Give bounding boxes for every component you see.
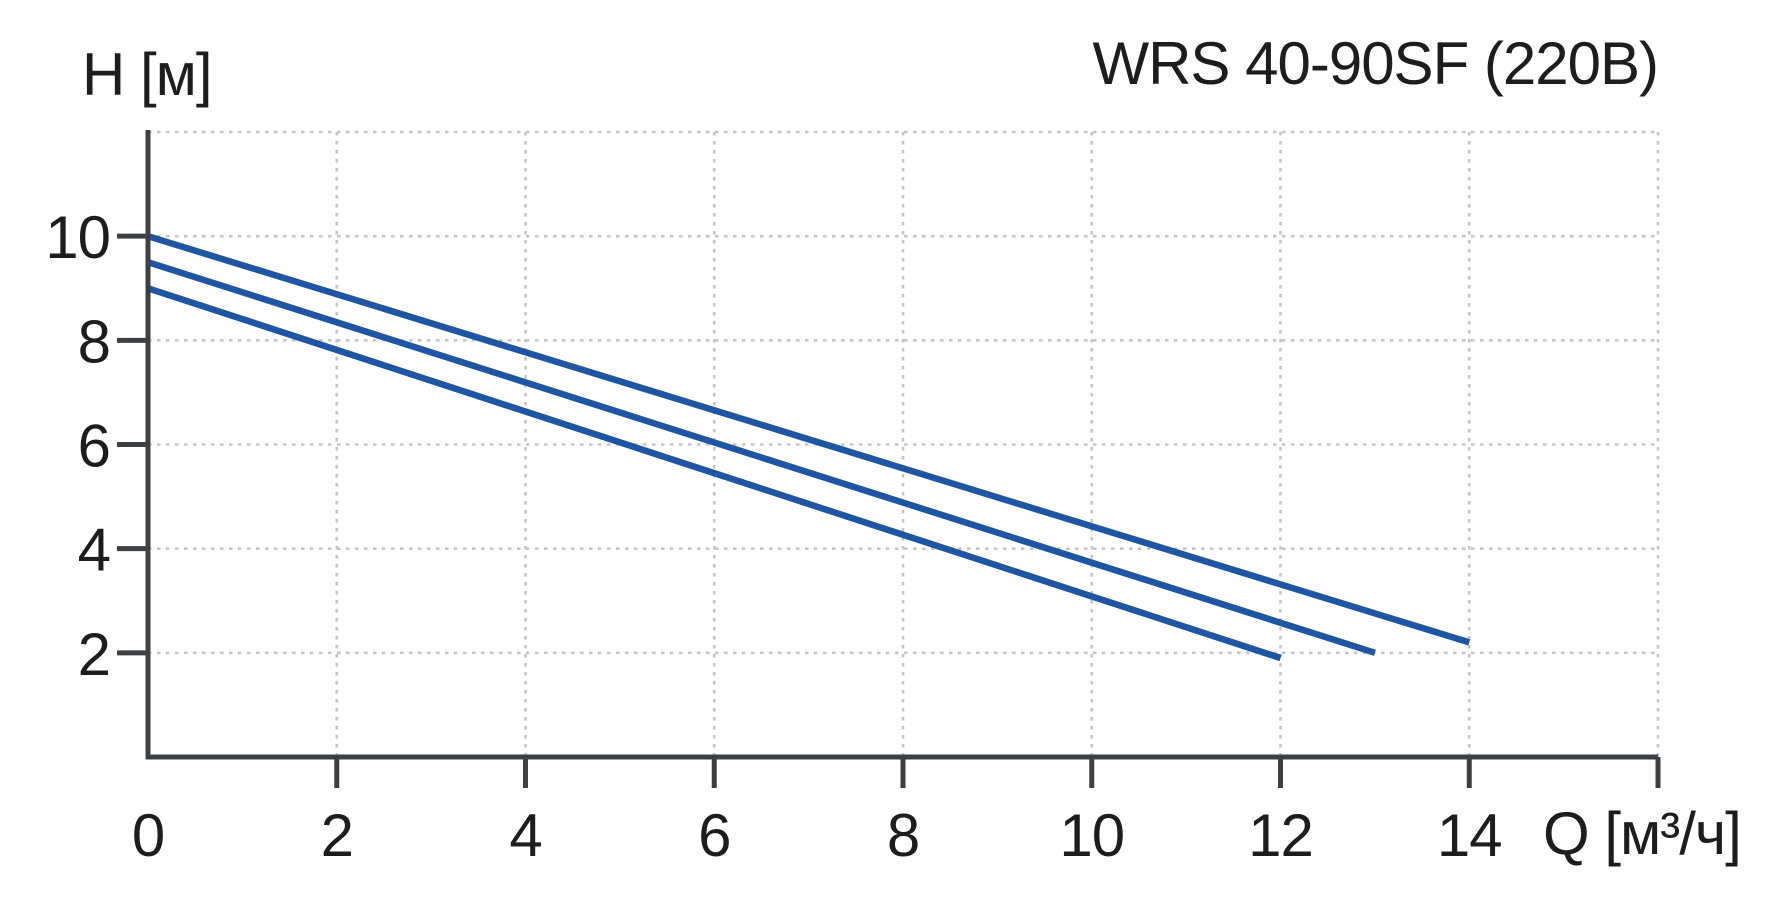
x-tick-label-4: 4 [509, 802, 541, 869]
x-tick-label-0: 0 [132, 802, 164, 869]
pump-curve-2 [147, 259, 1376, 656]
pump-curve-3 [146, 285, 1282, 662]
y-tick-label-8: 8 [78, 308, 110, 375]
x-tick-label-14: 14 [1437, 802, 1502, 869]
y-tick-label-2: 2 [78, 621, 110, 688]
chart-title: WRS 40-90SF (220В) [1092, 30, 1659, 97]
x-tick-label-10: 10 [1059, 802, 1124, 869]
pump-curve-1 [147, 233, 1471, 646]
x-tick-label-6: 6 [698, 802, 730, 869]
x-tick-label-2: 2 [321, 802, 353, 869]
y-tick-label-4: 4 [78, 517, 110, 584]
y-axis-label: H [м] [82, 41, 213, 108]
x-axis-label: Q [м³/ч] [1543, 800, 1742, 867]
x-tick-label-8: 8 [887, 802, 919, 869]
y-tick-label-6: 6 [78, 413, 110, 480]
y-tick-label-10: 10 [45, 204, 110, 271]
x-tick-label-12: 12 [1248, 802, 1313, 869]
